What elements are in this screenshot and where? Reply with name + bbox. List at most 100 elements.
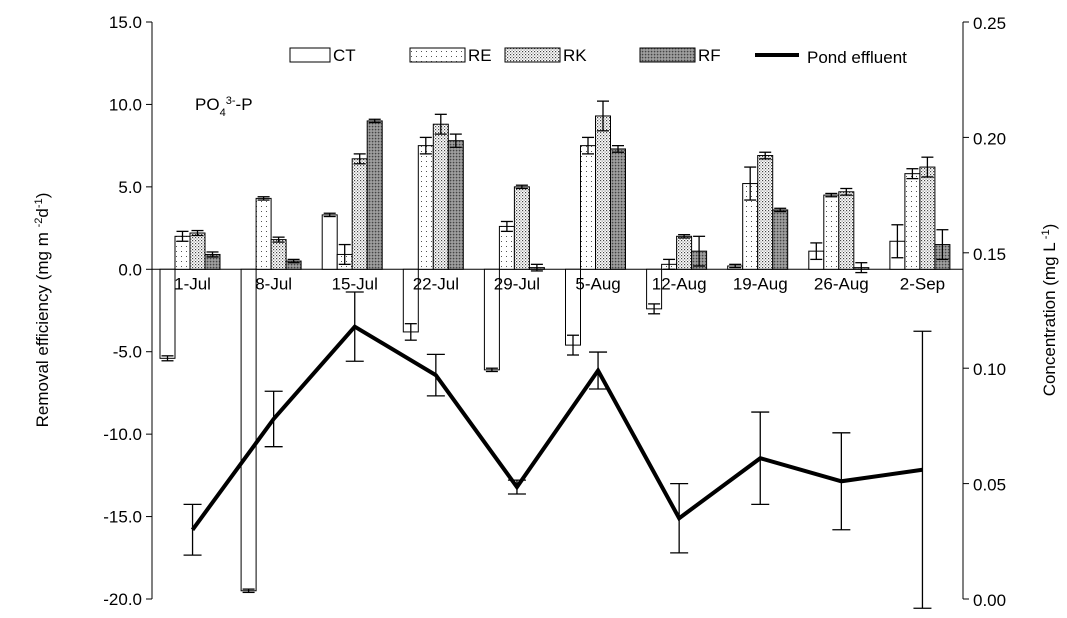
y-tick-label: -10.0 xyxy=(103,425,142,444)
bar-error xyxy=(485,367,498,373)
x-tick-label: 22-Jul xyxy=(413,274,459,293)
y-axis-title-part: Removal efficiency (mg m xyxy=(33,227,52,427)
bar-error xyxy=(515,184,528,190)
y-axis-title-part: -1 xyxy=(33,198,45,208)
x-tick-label: 26-Aug xyxy=(814,274,869,293)
bar xyxy=(447,140,464,270)
y-tick-label: -20.0 xyxy=(103,590,142,609)
bar-error xyxy=(242,588,255,594)
y2-tick-label: 0.00 xyxy=(973,591,1006,610)
bar-error xyxy=(404,323,417,341)
bar-error xyxy=(191,229,204,237)
bar-error xyxy=(272,236,285,243)
x-tick-label: 1-Jul xyxy=(174,274,211,293)
bar-error xyxy=(825,192,838,198)
y2-tick-label: 0.10 xyxy=(973,360,1006,379)
bar xyxy=(417,145,434,270)
legend-swatch xyxy=(639,47,696,63)
bar-error xyxy=(663,258,676,270)
y2-tick-label: 0.20 xyxy=(973,129,1006,148)
bar-error xyxy=(338,243,351,265)
bar xyxy=(904,173,921,270)
bar-error xyxy=(759,151,772,160)
y-tick-label: 0.0 xyxy=(118,260,142,279)
annotation-part: -P xyxy=(236,95,253,114)
line-error xyxy=(751,411,770,506)
bar-error xyxy=(729,263,742,269)
y2-tick-label: 0.15 xyxy=(973,245,1006,264)
bar xyxy=(189,232,206,270)
bar-error xyxy=(936,229,949,261)
legend-label: RF xyxy=(698,46,721,65)
y-tick-label: 15.0 xyxy=(109,13,142,32)
bar-error xyxy=(419,136,432,155)
legend-label: RE xyxy=(468,46,492,65)
bar-error xyxy=(810,242,823,261)
line-error xyxy=(832,432,851,531)
bar xyxy=(321,214,338,270)
bar xyxy=(838,191,855,270)
bar-error xyxy=(567,334,579,356)
line-error xyxy=(913,330,932,609)
bar-error xyxy=(323,212,336,218)
y2-axis-title-part: Concentration (mg L xyxy=(1040,242,1059,396)
line-error xyxy=(670,482,689,554)
bar-error xyxy=(906,168,919,180)
bar xyxy=(432,123,449,270)
x-tick-label: 15-Jul xyxy=(332,274,378,293)
y-tick-label: 5.0 xyxy=(118,178,142,197)
x-tick-label: 5-Aug xyxy=(575,274,620,293)
bar-error xyxy=(612,144,624,153)
legend-swatch xyxy=(409,47,466,63)
y2-axis-title: Concentration (mg L -1) xyxy=(1040,224,1059,397)
bar-error xyxy=(353,153,366,165)
bar xyxy=(159,268,176,359)
bar-error xyxy=(530,263,543,272)
bar xyxy=(255,197,272,270)
bar-error xyxy=(287,258,300,264)
bar-error xyxy=(206,251,219,258)
line-error xyxy=(589,351,608,390)
x-tick-label: 2-Sep xyxy=(900,274,945,293)
y-axis-title-part: ) xyxy=(33,193,52,199)
y2-tick-label: 0.05 xyxy=(973,476,1006,495)
bar-error xyxy=(161,355,174,362)
bar xyxy=(240,268,257,592)
bar-error xyxy=(597,100,609,132)
bar-error xyxy=(582,136,594,155)
x-tick-label: 19-Aug xyxy=(733,274,788,293)
bar xyxy=(351,158,368,270)
annotation: PO43--P xyxy=(195,95,253,119)
y-tick-label: 10.0 xyxy=(109,95,142,114)
x-tick-label: 29-Jul xyxy=(494,274,540,293)
legend-swatch xyxy=(289,47,331,63)
x-tick-label: 8-Jul xyxy=(255,274,292,293)
bar xyxy=(610,148,626,270)
annotation-part: 4 xyxy=(220,107,226,119)
bar xyxy=(513,186,530,270)
bar-error xyxy=(840,187,853,196)
line-error xyxy=(426,353,445,397)
bar xyxy=(919,166,936,270)
line-error xyxy=(183,503,202,556)
line-error xyxy=(345,291,364,362)
bar xyxy=(270,239,287,270)
bar xyxy=(757,155,774,270)
line-error xyxy=(264,390,283,448)
bar-error xyxy=(368,118,381,124)
bar xyxy=(823,194,840,270)
bar-error xyxy=(744,166,757,201)
line xyxy=(190,324,923,531)
y2-tick-label: 0.25 xyxy=(973,14,1006,33)
bar xyxy=(595,115,611,270)
bar-error xyxy=(500,220,513,233)
bar-error xyxy=(257,196,270,201)
bar xyxy=(366,120,383,270)
y-axis-title-part: -2 xyxy=(33,218,45,228)
y-axis-title: Removal efficiency (mg m -2d-1) xyxy=(33,193,52,428)
bar xyxy=(676,235,693,270)
y2-axis-title-part: ) xyxy=(1040,224,1059,230)
bar xyxy=(498,225,515,270)
bar-error xyxy=(774,207,787,213)
